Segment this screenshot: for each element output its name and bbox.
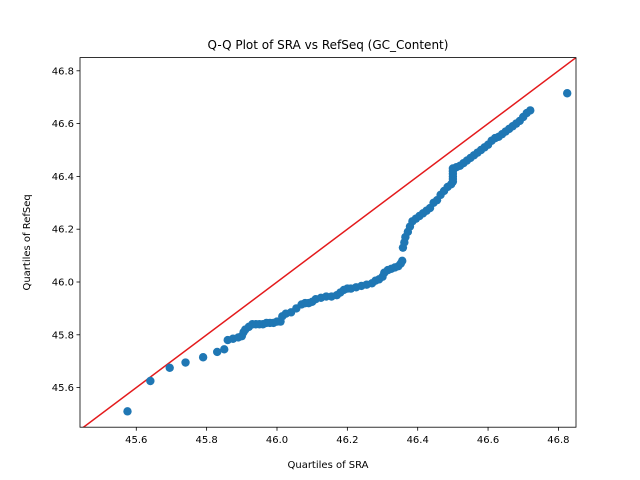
chart-title: Q-Q Plot of SRA vs RefSeq (GC_Content) — [208, 38, 449, 52]
x-tick-label: 45.6 — [125, 435, 147, 446]
x-tick-label: 46.0 — [266, 435, 288, 446]
x-tick-label: 46.8 — [547, 435, 569, 446]
data-point — [398, 256, 407, 266]
x-tick-label: 46.6 — [477, 435, 499, 446]
y-tick-label: 46.2 — [52, 225, 74, 236]
y-tick-label: 46.6 — [52, 119, 74, 130]
y-tick-label: 46.0 — [52, 278, 74, 289]
data-point — [198, 353, 208, 362]
plot-frame — [79, 57, 577, 428]
y-tick-label: 46.4 — [52, 172, 74, 183]
y-axis-label: Quartiles of RefSeq — [22, 194, 33, 290]
data-point — [526, 106, 535, 115]
y-tick-label: 45.6 — [52, 383, 74, 394]
x-tick-label: 46.2 — [336, 435, 358, 446]
data-point — [165, 363, 174, 372]
y-tick-label: 45.8 — [52, 330, 74, 341]
data-point — [181, 358, 190, 367]
data-point — [563, 89, 572, 98]
y-tick-label: 46.8 — [52, 66, 74, 77]
data-point — [123, 407, 132, 416]
y-axis-ticks: 45.6 45.8 46.0 46.2 46.4 46.6 46.8 — [52, 66, 80, 394]
reference-line — [82, 57, 576, 428]
x-tick-label: 46.4 — [407, 435, 429, 446]
plot-area — [82, 57, 576, 428]
x-tick-label: 45.8 — [196, 435, 218, 446]
x-axis-label: Quartiles of SRA — [287, 460, 368, 471]
data-point — [220, 345, 229, 354]
x-axis-ticks: 45.6 45.8 46.0 46.2 46.4 46.6 46.8 — [125, 427, 570, 446]
data-points — [123, 89, 572, 416]
data-point — [146, 376, 155, 386]
data-point — [212, 347, 222, 357]
